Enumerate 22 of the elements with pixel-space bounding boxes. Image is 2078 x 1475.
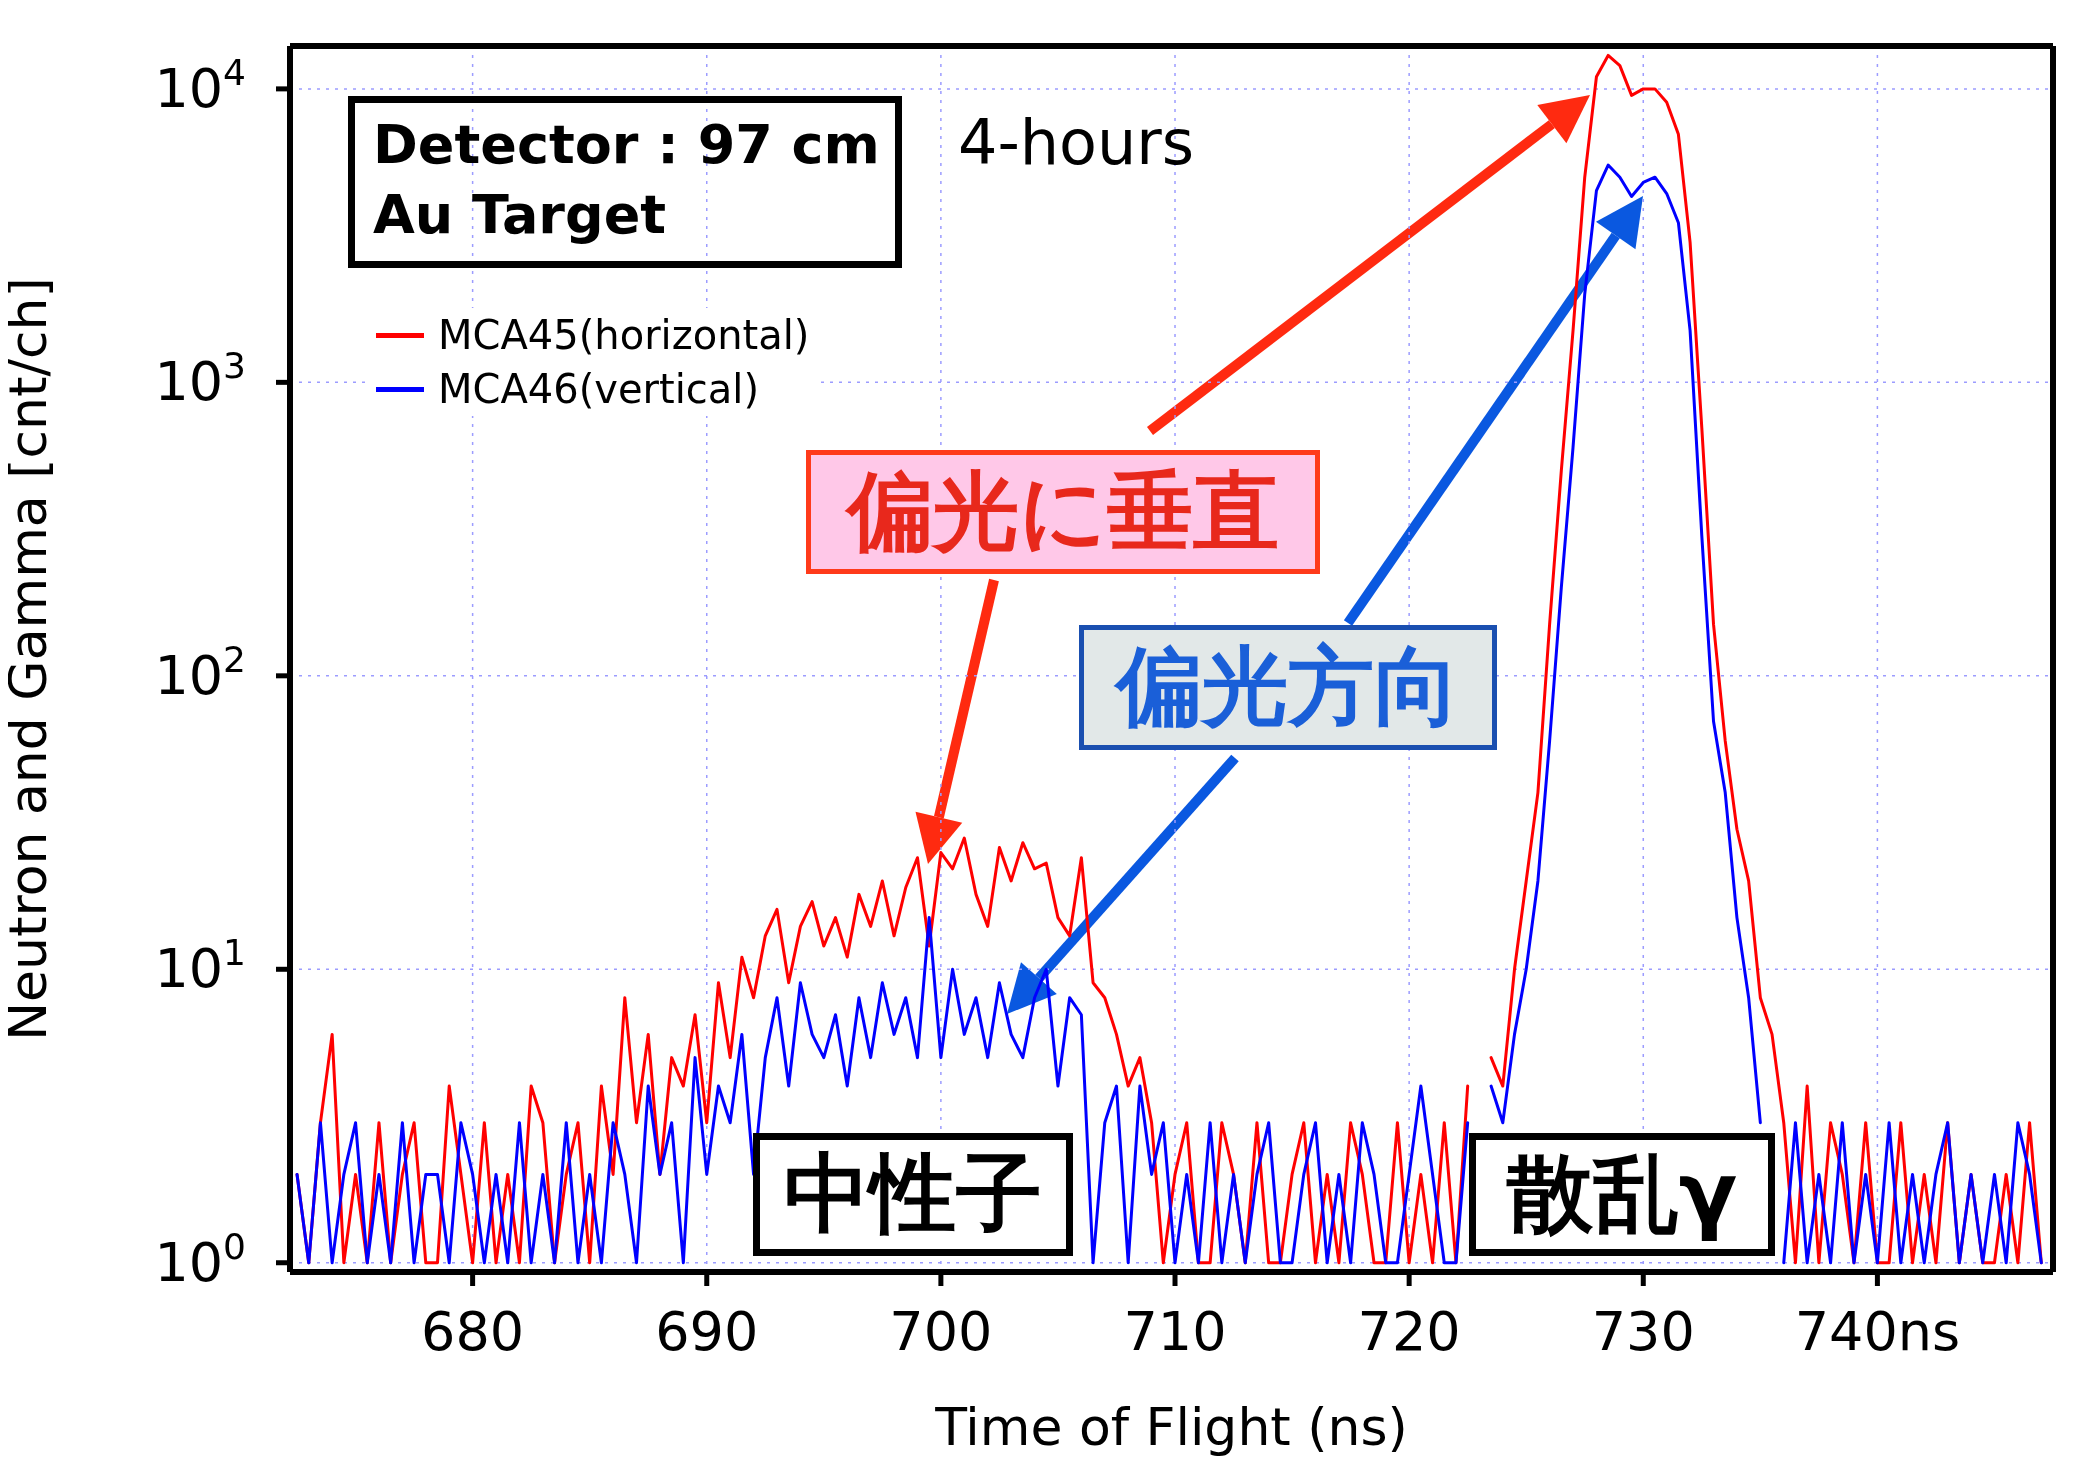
y-tick-label: 10$^{0}$ — [154, 1226, 246, 1294]
x-tick-label: 700 — [889, 1300, 993, 1363]
y-tick-label: 10$^{2}$ — [154, 639, 246, 707]
y-tick-label: 10$^{4}$ — [154, 52, 246, 120]
x-tick-label: 690 — [655, 1300, 759, 1363]
x-tick-label: 730 — [1591, 1300, 1695, 1363]
annotation: 散乱γ — [1469, 1133, 1775, 1256]
annotation: 中性子 — [753, 1133, 1073, 1256]
annotation: Detector : 97 cm — [373, 111, 880, 178]
annotation: 偏光に垂直 — [806, 450, 1320, 574]
annotation: Au Target — [373, 181, 668, 248]
x-tick-label: 740ns — [1794, 1300, 1961, 1363]
legend-label: MCA46(vertical) — [438, 366, 760, 412]
x-tick-label: 710 — [1123, 1300, 1227, 1363]
x-tick-label: 720 — [1357, 1300, 1461, 1363]
annotation: 偏光方向 — [1079, 625, 1497, 750]
annotation: 4-hours — [958, 106, 1195, 179]
legend-label: MCA45(horizontal) — [438, 312, 810, 358]
x-axis-title: Time of Flight (ns) — [934, 1397, 1408, 1457]
y-tick-label: 10$^{1}$ — [154, 932, 246, 1001]
x-tick-label: 680 — [421, 1300, 525, 1363]
y-tick-label: 10$^{3}$ — [154, 345, 246, 414]
